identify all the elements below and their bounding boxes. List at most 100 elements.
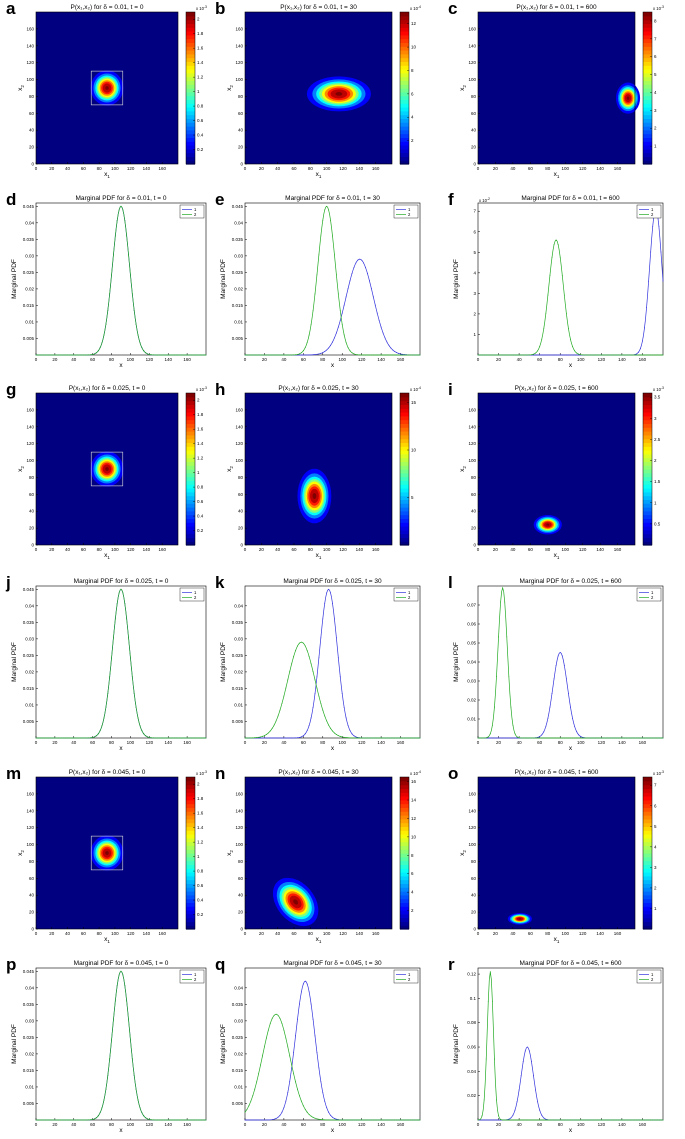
- series-point: [269, 737, 271, 739]
- series-point: [339, 310, 341, 312]
- series-point: [285, 1100, 287, 1102]
- colorbar-segment: [186, 95, 195, 100]
- series-point: [615, 737, 617, 739]
- series-point: [291, 354, 293, 356]
- colorbar-tick-label: 0.4: [197, 898, 204, 903]
- series-point: [479, 1118, 481, 1120]
- series-point: [248, 1119, 250, 1121]
- colorbar-segment: [400, 818, 409, 824]
- legend: 12: [393, 969, 419, 984]
- series-point: [150, 737, 152, 739]
- x-tick-label: 100: [111, 931, 119, 936]
- y-tick-label: 160: [468, 407, 476, 412]
- density-level: [105, 851, 109, 855]
- x-tick-label: 140: [377, 740, 385, 745]
- series-point: [267, 1119, 269, 1121]
- series-point: [481, 1115, 483, 1117]
- x-tick-label: 0: [477, 547, 480, 552]
- series-point: [129, 657, 131, 659]
- series-point: [310, 663, 312, 665]
- series-point: [330, 1114, 332, 1116]
- y-tick-label: 60: [29, 111, 35, 116]
- y-tick-label: 0.04: [467, 660, 476, 665]
- series-point: [376, 312, 378, 314]
- x-tick-label: 40: [71, 740, 77, 745]
- series-point: [118, 209, 120, 211]
- y-tick-label: 0.025: [23, 270, 35, 275]
- series-point: [516, 354, 518, 356]
- colorbar-segment: [186, 393, 195, 398]
- series-point: [139, 1106, 141, 1108]
- colorbar-segment: [400, 830, 409, 835]
- series-point: [388, 1119, 390, 1121]
- colorbar-segment: [400, 15, 409, 21]
- series-point: [48, 354, 50, 356]
- series-point: [137, 717, 139, 719]
- x-tick-label: 120: [339, 547, 347, 552]
- series-point: [415, 737, 417, 739]
- axes-frame: [244, 11, 393, 165]
- series-point: [477, 1119, 479, 1121]
- series-point: [160, 354, 162, 356]
- panel-letter: f: [448, 190, 454, 209]
- series-point: [314, 1035, 316, 1037]
- series-point: [567, 328, 569, 329]
- colorbar-segment: [186, 499, 195, 504]
- series-point: [306, 354, 308, 356]
- axes-frame: [35, 585, 207, 739]
- series-point: [504, 601, 506, 603]
- series-point: [623, 354, 625, 356]
- series-point: [44, 737, 46, 739]
- x-tick-label: 120: [358, 357, 366, 362]
- series-point: [332, 1116, 333, 1118]
- series-point: [357, 737, 359, 739]
- x-axis-label: x: [331, 745, 335, 752]
- y-tick-label: 0: [240, 162, 243, 167]
- x-tick-label: 60: [81, 166, 87, 171]
- colorbar-segment: [643, 533, 652, 538]
- x-tick-label: 60: [291, 166, 297, 171]
- colorbar-segment: [643, 42, 652, 47]
- series-point: [318, 657, 320, 659]
- series-point: [516, 1101, 518, 1103]
- y-axis-label: Marginal PDF: [453, 259, 460, 299]
- colorbar-segment: [643, 510, 652, 516]
- series-point: [600, 354, 602, 356]
- series-point: [572, 717, 574, 719]
- series-point: [514, 1119, 516, 1121]
- y-tick-label: 0.03: [25, 253, 34, 258]
- series-point: [46, 1119, 48, 1121]
- series-point: [310, 1115, 312, 1117]
- series-point: [186, 737, 188, 739]
- colorbar-segment: [186, 514, 195, 519]
- series-point: [639, 354, 641, 356]
- colorbar-segment: [400, 849, 409, 854]
- y-tick-label: 40: [29, 509, 35, 514]
- colorbar-segment: [400, 894, 409, 900]
- series-point: [487, 736, 489, 738]
- series-point: [339, 735, 341, 737]
- series-point: [361, 1119, 363, 1121]
- series-point: [43, 1119, 45, 1121]
- colorbar-segment: [186, 910, 195, 915]
- colorbar-segment: [186, 913, 195, 919]
- series-point: [80, 354, 82, 356]
- legend-label: 1: [651, 590, 654, 595]
- colorbar-segment: [643, 499, 652, 504]
- series-point: [92, 1118, 94, 1120]
- colorbar-segment: [643, 438, 652, 443]
- series-point: [165, 1119, 167, 1121]
- x-tick-label: 0: [244, 1122, 247, 1127]
- colorbar-segment: [400, 427, 409, 432]
- series-point: [252, 1095, 254, 1097]
- series-point: [349, 1119, 351, 1121]
- series-point: [613, 1119, 615, 1121]
- series-point: [188, 1119, 190, 1121]
- colorbar-segment: [400, 879, 409, 884]
- y-tick-label: 0.045: [23, 587, 35, 592]
- series-point: [52, 1119, 54, 1121]
- colorbar-segment: [643, 61, 652, 66]
- colorbar-segment: [400, 860, 409, 865]
- colorbar-segment: [186, 906, 195, 911]
- density-level: [105, 467, 109, 471]
